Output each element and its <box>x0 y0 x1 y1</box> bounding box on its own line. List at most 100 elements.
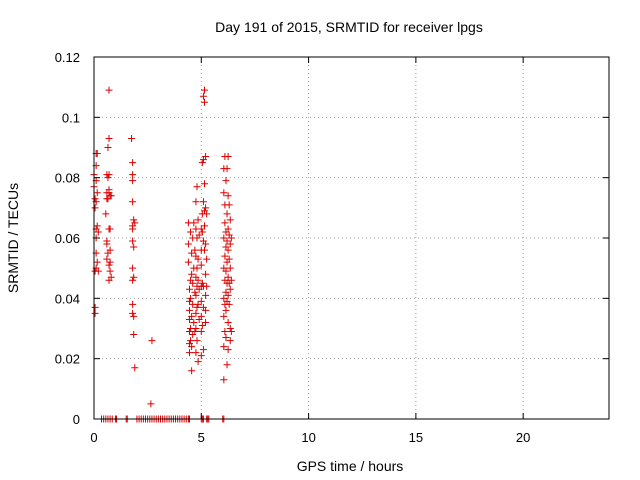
data-point <box>105 171 113 179</box>
data-point <box>107 192 115 200</box>
data-point <box>190 318 198 326</box>
data-point <box>187 294 195 302</box>
y-tick-label: 0.1 <box>62 110 80 125</box>
data-point <box>198 228 206 236</box>
data-point <box>192 325 200 332</box>
data-point <box>223 210 231 218</box>
data-point <box>197 261 205 269</box>
data-point <box>201 222 209 230</box>
data-point <box>203 282 211 290</box>
data-point <box>193 183 201 191</box>
data-point <box>220 343 228 351</box>
data-point <box>226 285 234 293</box>
data-point <box>194 300 202 308</box>
data-point <box>225 201 233 209</box>
x-tick-label: 15 <box>409 430 423 445</box>
y-tick-label: 0.08 <box>55 171 80 186</box>
data-point <box>222 177 230 185</box>
data-point <box>197 225 205 233</box>
y-tick-label: 0.02 <box>55 352 80 367</box>
data-point <box>129 225 137 233</box>
data-point <box>147 400 155 408</box>
data-markers <box>90 86 235 423</box>
data-point <box>197 312 205 320</box>
data-point <box>91 195 99 203</box>
data-point <box>194 216 202 224</box>
data-point <box>195 231 203 239</box>
data-point <box>94 267 102 275</box>
data-point <box>225 300 233 308</box>
data-point <box>201 86 209 94</box>
data-point <box>198 159 206 167</box>
data-point <box>226 325 234 332</box>
data-point <box>226 264 234 272</box>
data-point <box>106 258 114 266</box>
data-point <box>188 367 196 375</box>
data-point <box>194 358 202 366</box>
data-point <box>192 291 200 299</box>
data-point <box>220 234 228 242</box>
plot-frame <box>93 56 610 420</box>
data-point <box>202 318 210 326</box>
data-point <box>105 134 113 142</box>
data-point <box>129 309 137 317</box>
data-point <box>224 192 232 200</box>
data-point <box>185 306 193 314</box>
data-point <box>129 237 137 245</box>
data-point <box>224 291 232 299</box>
data-point <box>106 267 114 275</box>
data-point <box>191 328 199 336</box>
data-point <box>202 153 210 161</box>
data-point <box>192 349 200 357</box>
data-point <box>129 264 137 272</box>
data-point <box>187 337 195 345</box>
data-point <box>199 346 207 354</box>
data-point <box>93 189 101 197</box>
data-point <box>105 261 113 269</box>
data-point <box>221 328 229 336</box>
data-point <box>197 328 205 336</box>
data-point <box>129 300 137 308</box>
data-point <box>224 153 232 161</box>
data-point <box>102 210 110 218</box>
data-point <box>131 219 139 227</box>
data-point <box>185 285 193 293</box>
axis-ticks <box>93 56 609 420</box>
data-point <box>223 361 231 369</box>
data-point <box>224 273 232 281</box>
data-point <box>224 246 232 254</box>
data-point <box>129 276 137 284</box>
data-point <box>184 240 192 248</box>
data-point <box>94 228 102 236</box>
data-point <box>201 180 209 188</box>
data-point <box>191 246 199 254</box>
data-point <box>201 98 209 106</box>
data-point <box>103 255 111 263</box>
x-tick-label: 10 <box>301 430 315 445</box>
data-point <box>193 337 201 345</box>
data-point <box>184 258 192 266</box>
data-point <box>188 270 196 278</box>
data-point <box>104 144 112 151</box>
data-point <box>130 331 138 339</box>
data-point <box>129 198 137 206</box>
y-tick-label: 0.04 <box>55 291 80 306</box>
data-point <box>185 349 193 357</box>
data-point <box>203 210 211 218</box>
data-point <box>106 225 114 233</box>
data-point <box>103 240 111 248</box>
data-point <box>187 228 195 236</box>
data-point <box>227 328 235 336</box>
data-point <box>185 297 193 305</box>
data-point <box>226 216 234 224</box>
data-point <box>130 243 138 251</box>
data-point <box>198 279 206 287</box>
data-point <box>128 134 136 142</box>
data-point <box>91 204 99 212</box>
data-point <box>202 291 210 299</box>
y-tick-label: 0.12 <box>55 50 80 65</box>
data-point <box>220 312 228 320</box>
data-point <box>93 150 101 158</box>
data-point <box>221 252 229 260</box>
data-point <box>202 240 210 248</box>
